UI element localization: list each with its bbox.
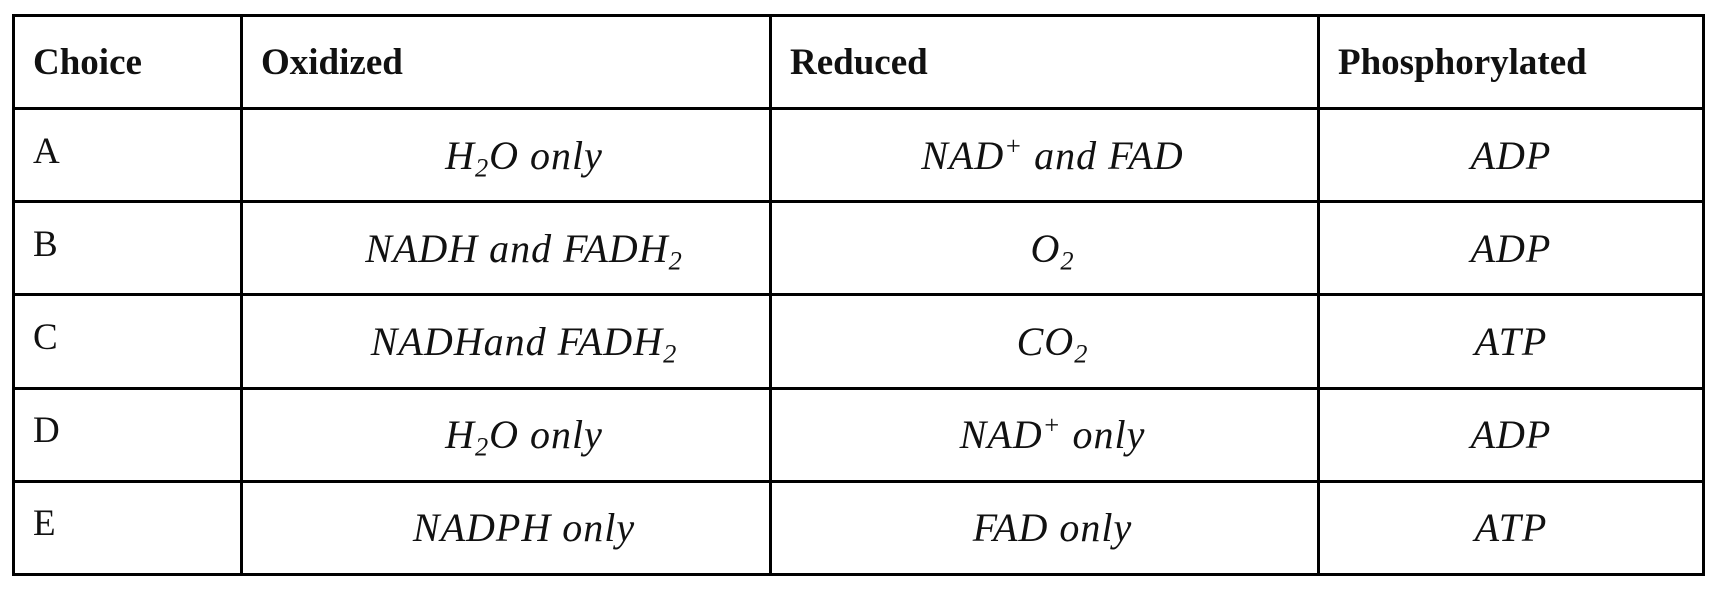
reduced-cell: NAD+ and FAD bbox=[769, 106, 1320, 204]
choice-cell: E bbox=[12, 479, 243, 577]
phosphorylated-cell: ATP bbox=[1317, 293, 1705, 390]
reduced-cell: NAD+ only bbox=[769, 386, 1320, 483]
header-oxidized: Oxidized bbox=[240, 14, 772, 110]
table-row: C NADHand FADH2 CO2 ATP bbox=[12, 293, 1705, 390]
phosphorylated-cell: ADP bbox=[1317, 386, 1705, 483]
oxidized-cell: NADH and FADH2 bbox=[240, 200, 772, 297]
table-row: D H2O only NAD+ only ADP bbox=[12, 386, 1705, 483]
reduced-cell: FAD only bbox=[769, 479, 1320, 577]
header-choice: Choice bbox=[12, 14, 243, 110]
oxidized-cell: NADHand FADH2 bbox=[240, 293, 772, 390]
reduced-cell: CO2 bbox=[769, 293, 1320, 390]
phosphorylated-cell: ADP bbox=[1317, 200, 1705, 297]
reduced-cell: O2 bbox=[769, 200, 1320, 297]
choice-cell: A bbox=[12, 106, 243, 204]
table-row: E NADPH only FAD only ATP bbox=[12, 479, 1705, 577]
table-row: B NADH and FADH2 O2 ADP bbox=[12, 200, 1705, 297]
header-phosphorylated: Phosphorylated bbox=[1317, 14, 1705, 110]
choice-cell: B bbox=[12, 200, 243, 297]
phosphorylated-cell: ATP bbox=[1317, 479, 1705, 577]
answer-choices-table: Choice Oxidized Reduced Phosphorylated A… bbox=[12, 14, 1705, 577]
header-reduced: Reduced bbox=[769, 14, 1320, 110]
oxidized-cell: H2O only bbox=[240, 386, 772, 483]
choice-cell: C bbox=[12, 293, 243, 390]
oxidized-cell: NADPH only bbox=[240, 479, 772, 577]
choice-cell: D bbox=[12, 386, 243, 483]
phosphorylated-cell: ADP bbox=[1317, 106, 1705, 204]
table-row: A H2O only NAD+ and FAD ADP bbox=[12, 106, 1705, 204]
oxidized-cell: H2O only bbox=[240, 106, 772, 204]
header-row: Choice Oxidized Reduced Phosphorylated bbox=[12, 14, 1705, 110]
